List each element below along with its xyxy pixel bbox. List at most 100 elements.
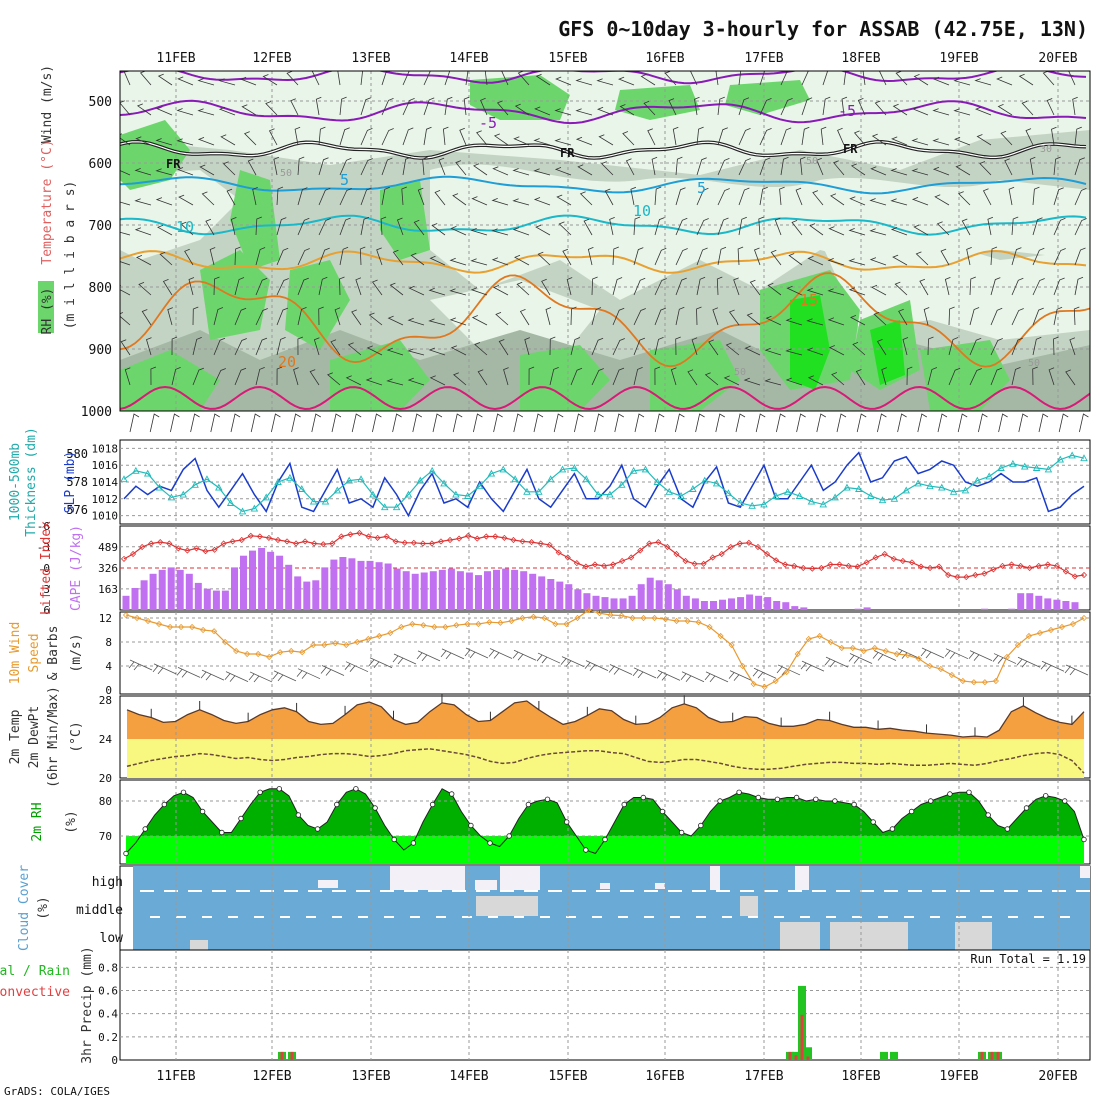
- cloud-thin-high-23: [692, 890, 706, 892]
- thickness-point-23: [392, 503, 401, 511]
- cloud-thin-mid-1: [176, 916, 186, 918]
- cloud-thin-mid-26: [826, 916, 836, 918]
- wind-barb-24: [155, 138, 173, 146]
- surface-barb-36: [856, 413, 867, 433]
- wind-barb-232: [554, 108, 572, 116]
- wind-barb-503: [1073, 306, 1080, 326]
- dewpoint-line: [126, 748, 1085, 774]
- wind-barb-419: [912, 106, 929, 116]
- cloud-cover-gaps: [140, 866, 1090, 950]
- wind-barb-329: [723, 375, 740, 386]
- wind-barb-266: [622, 131, 635, 146]
- cape-bar-33: [420, 572, 428, 610]
- lifted-index-point-2: [139, 543, 146, 551]
- precip-panel-frame: [119, 949, 1091, 1061]
- wind-speed-point-70: [893, 650, 900, 658]
- wind-barb-219: [528, 366, 535, 386]
- wind-barb-3: [120, 166, 131, 176]
- thickness-point-49: [700, 476, 709, 484]
- wind-barb-453: [976, 134, 992, 146]
- top-date-label-1: 12FEB: [252, 51, 291, 66]
- wind-barb-0: [123, 71, 131, 86]
- wind-barb-165: [444, 71, 451, 86]
- wind-barb-435: [940, 248, 950, 266]
- precip-total-bar-7: [890, 1051, 898, 1060]
- wind-barb-160: [410, 252, 425, 266]
- cloud-gap-12: [830, 922, 908, 950]
- lifted-index-point-93: [963, 574, 970, 581]
- 10m-barb-25: [728, 670, 753, 682]
- wind-speed-point-74: [937, 665, 944, 673]
- lifted-index-point-25: [347, 531, 354, 538]
- rh2m-point-44: [544, 796, 551, 802]
- cape-bar-48: [556, 581, 564, 610]
- thickness-point-10: [238, 507, 247, 515]
- wind-barb-383: [828, 345, 845, 356]
- cape-bar-62: [682, 595, 690, 610]
- cape-bar-43: [511, 569, 519, 610]
- cloud-thin-mid-25: [800, 916, 810, 918]
- thickness-point-14: [286, 473, 294, 481]
- cape-bar-29: [384, 563, 392, 610]
- wind-tick-0: 0: [105, 684, 112, 697]
- lifted-index-point-61: [673, 550, 680, 558]
- lifted-index-point-38: [465, 532, 472, 539]
- cloud-thin-high-38: [1052, 890, 1066, 892]
- wind-barb-225: [535, 224, 551, 236]
- cloud-level-high: high: [92, 875, 123, 890]
- wind-barb-487: [1053, 156, 1061, 176]
- lifted-index-point-13: [238, 536, 245, 544]
- wind-barb-274: [633, 367, 643, 386]
- wind-barb-145: [402, 127, 414, 146]
- temp2m-tick-20: 20: [99, 772, 112, 785]
- wind-barb-251: [591, 337, 604, 356]
- wind-speed-point-8: [211, 628, 218, 635]
- wind-barb-11: [139, 71, 152, 86]
- wind-speed-point-2: [144, 617, 152, 625]
- wind-barb-95: [297, 277, 309, 296]
- thickness-point-76: [1020, 462, 1029, 470]
- surface-barb-45: [1038, 413, 1049, 433]
- precip-ylabel-total: Total / Rain: [0, 964, 70, 979]
- wind-barb-168: [438, 157, 446, 176]
- wind-barb-433: [934, 194, 950, 206]
- wind-barb-136: [381, 186, 390, 206]
- wind-barb-116: [339, 246, 349, 266]
- wind-barb-206: [495, 312, 509, 326]
- wind-barb-94: [297, 248, 310, 266]
- wind-barb-61: [234, 246, 241, 266]
- wind-speed-point-69: [882, 647, 889, 655]
- thickness-point-66: [902, 486, 910, 494]
- wind-barb-498: [1074, 157, 1085, 176]
- wind-barb-200: [493, 133, 509, 146]
- rh-shade-11: [380, 180, 430, 260]
- cape-bar-49: [565, 584, 573, 610]
- wind-barb-34: [176, 108, 194, 116]
- cape-bar-41: [493, 569, 500, 610]
- cape-bar-10: [212, 590, 220, 610]
- wind-barb-152: [386, 347, 404, 356]
- wind-barb-191: [471, 196, 488, 206]
- wind-speed-point-52: [695, 619, 702, 626]
- wind-barb-132: [381, 71, 387, 86]
- wind-barb-323: [738, 187, 750, 206]
- rh2m-point-68: [774, 796, 781, 802]
- wind-barb-194: [470, 287, 488, 296]
- surface-barb-3: [190, 413, 200, 433]
- wind-barb-53: [213, 337, 226, 356]
- cape-bar-3: [149, 573, 157, 610]
- thickness-point-1: [132, 466, 140, 474]
- wind-barb-330: [759, 71, 766, 86]
- lifted-index-tick-3: 3: [43, 583, 50, 596]
- thickness-point-80: [1068, 451, 1076, 459]
- wind-axis: 12 8 4 0: [99, 612, 113, 697]
- lifted-index-point-76: [809, 565, 816, 572]
- wind-barb-367: [812, 190, 824, 206]
- thickness-point-22: [380, 503, 389, 511]
- wind-barb-379: [828, 226, 845, 236]
- wind-speed-point-32: [475, 620, 482, 628]
- wind-panel-ylabels: 10m Wind Speed & Barbs (m/s): [8, 622, 84, 685]
- cape-bar-26: [357, 560, 365, 610]
- cloud-thin-mid-34: [1034, 916, 1044, 918]
- cloud-thin-high-12: [428, 890, 442, 892]
